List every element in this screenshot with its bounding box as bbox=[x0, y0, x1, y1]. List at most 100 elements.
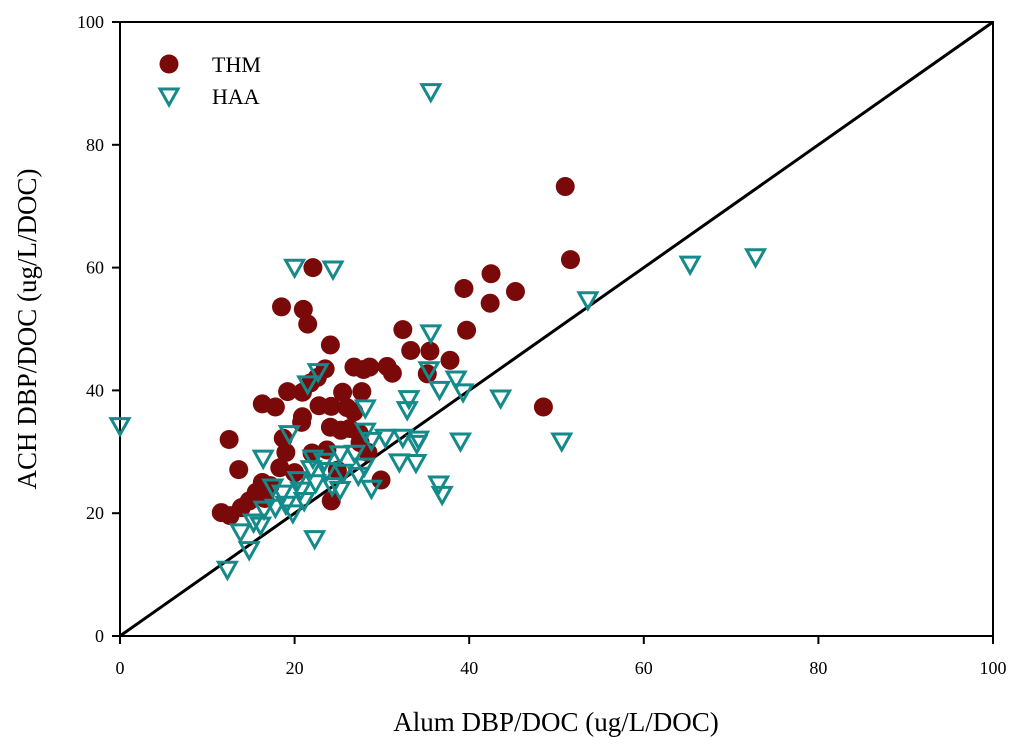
thm-point bbox=[480, 293, 500, 313]
x-axis-title: Alum DBP/DOC (ug/L/DOC) bbox=[393, 707, 719, 737]
thm-point bbox=[293, 299, 313, 319]
haa-point bbox=[404, 453, 428, 475]
thm-point bbox=[393, 320, 413, 340]
haa-point bbox=[395, 401, 419, 422]
thm-point bbox=[454, 278, 474, 298]
haa-point bbox=[331, 463, 356, 485]
y-tick-label: 40 bbox=[86, 380, 104, 400]
thm-point bbox=[272, 297, 292, 317]
thm-point bbox=[555, 177, 575, 197]
thm-point bbox=[231, 498, 251, 518]
y-axis-title: ACH DBP/DOC (ug/L/DOC) bbox=[12, 168, 42, 489]
haa-point bbox=[252, 500, 276, 522]
haa-point bbox=[343, 444, 367, 466]
haa-point bbox=[286, 471, 310, 492]
haa-point bbox=[320, 477, 344, 498]
haa-point bbox=[419, 83, 443, 104]
haa-point bbox=[108, 417, 132, 438]
thm-point bbox=[270, 458, 290, 478]
x-axis: 0 20 40 60 80 100 bbox=[116, 636, 1007, 678]
haa-point bbox=[373, 428, 397, 450]
thm-point bbox=[320, 335, 340, 355]
legend-haa-marker bbox=[157, 87, 181, 109]
thm-point bbox=[333, 382, 353, 402]
thm-point bbox=[321, 396, 341, 416]
haa-point bbox=[296, 375, 320, 396]
haa-point bbox=[303, 530, 327, 551]
haa-point bbox=[427, 380, 452, 402]
thm-point bbox=[298, 314, 318, 334]
haa-point bbox=[237, 541, 261, 562]
x-tick-label: 100 bbox=[980, 658, 1007, 678]
thm-point bbox=[229, 460, 249, 480]
haa-point bbox=[270, 484, 294, 506]
haa-point bbox=[306, 363, 330, 384]
thm-point bbox=[457, 320, 477, 340]
haa-point bbox=[328, 445, 352, 466]
thm-point bbox=[278, 382, 298, 402]
thm-point bbox=[344, 402, 364, 422]
thm-point bbox=[276, 442, 296, 462]
thm-point bbox=[292, 412, 312, 432]
haa-point bbox=[299, 460, 323, 481]
one-to-one-reference-line bbox=[119, 20, 994, 638]
thm-point bbox=[420, 341, 440, 361]
haa-point bbox=[263, 498, 287, 520]
haa-point bbox=[228, 523, 253, 544]
y-tick-label: 100 bbox=[77, 12, 104, 32]
haa-point bbox=[359, 479, 383, 501]
thm-point bbox=[505, 282, 525, 302]
y-tick-label: 0 bbox=[95, 626, 104, 646]
haa-point bbox=[743, 248, 768, 269]
haa-point bbox=[427, 475, 451, 497]
thm-point bbox=[481, 264, 501, 284]
legend: THM HAA bbox=[157, 52, 261, 109]
haa-point bbox=[289, 481, 313, 503]
haa-point bbox=[248, 516, 273, 538]
haa-point bbox=[448, 432, 473, 454]
haa-point bbox=[417, 361, 441, 382]
thm-point bbox=[401, 340, 421, 360]
haa-point bbox=[283, 258, 307, 280]
thm-point bbox=[219, 430, 239, 450]
haa-point bbox=[292, 492, 316, 513]
legend-thm-label: THM bbox=[212, 52, 261, 77]
haa-point bbox=[359, 431, 383, 453]
x-tick-label: 20 bbox=[286, 658, 304, 678]
haa-point bbox=[321, 260, 345, 282]
haa-point bbox=[353, 399, 377, 420]
haa-point bbox=[444, 370, 468, 392]
thm-point bbox=[533, 397, 553, 417]
thm-point bbox=[292, 382, 312, 402]
y-axis: 0 20 40 60 80 100 bbox=[77, 12, 120, 646]
haa-point bbox=[242, 513, 266, 535]
haa-point bbox=[451, 383, 475, 404]
haa-point bbox=[430, 485, 454, 507]
haa-point bbox=[489, 389, 513, 411]
y-tick-label: 60 bbox=[86, 258, 104, 278]
thm-point bbox=[352, 382, 372, 402]
thm-point bbox=[303, 258, 323, 278]
legend-haa-label: HAA bbox=[212, 84, 260, 109]
haa-point bbox=[315, 461, 339, 483]
haa-point bbox=[328, 480, 352, 502]
thm-point bbox=[440, 350, 460, 370]
plot-frame bbox=[119, 21, 994, 637]
thm-point bbox=[331, 420, 351, 440]
haa-point bbox=[576, 291, 600, 312]
x-tick-label: 80 bbox=[809, 658, 827, 678]
y-tick-label: 20 bbox=[86, 503, 104, 523]
thm-point bbox=[560, 250, 580, 270]
x-tick-label: 0 bbox=[116, 658, 125, 678]
haa-point bbox=[419, 324, 443, 345]
haa-point bbox=[277, 425, 301, 446]
plot-area bbox=[108, 20, 994, 638]
thm-point bbox=[382, 363, 402, 383]
haa-point bbox=[251, 449, 275, 471]
haa-point bbox=[215, 560, 239, 582]
haa-point bbox=[405, 434, 429, 456]
haa-point bbox=[387, 453, 411, 474]
thm-point bbox=[321, 491, 341, 511]
